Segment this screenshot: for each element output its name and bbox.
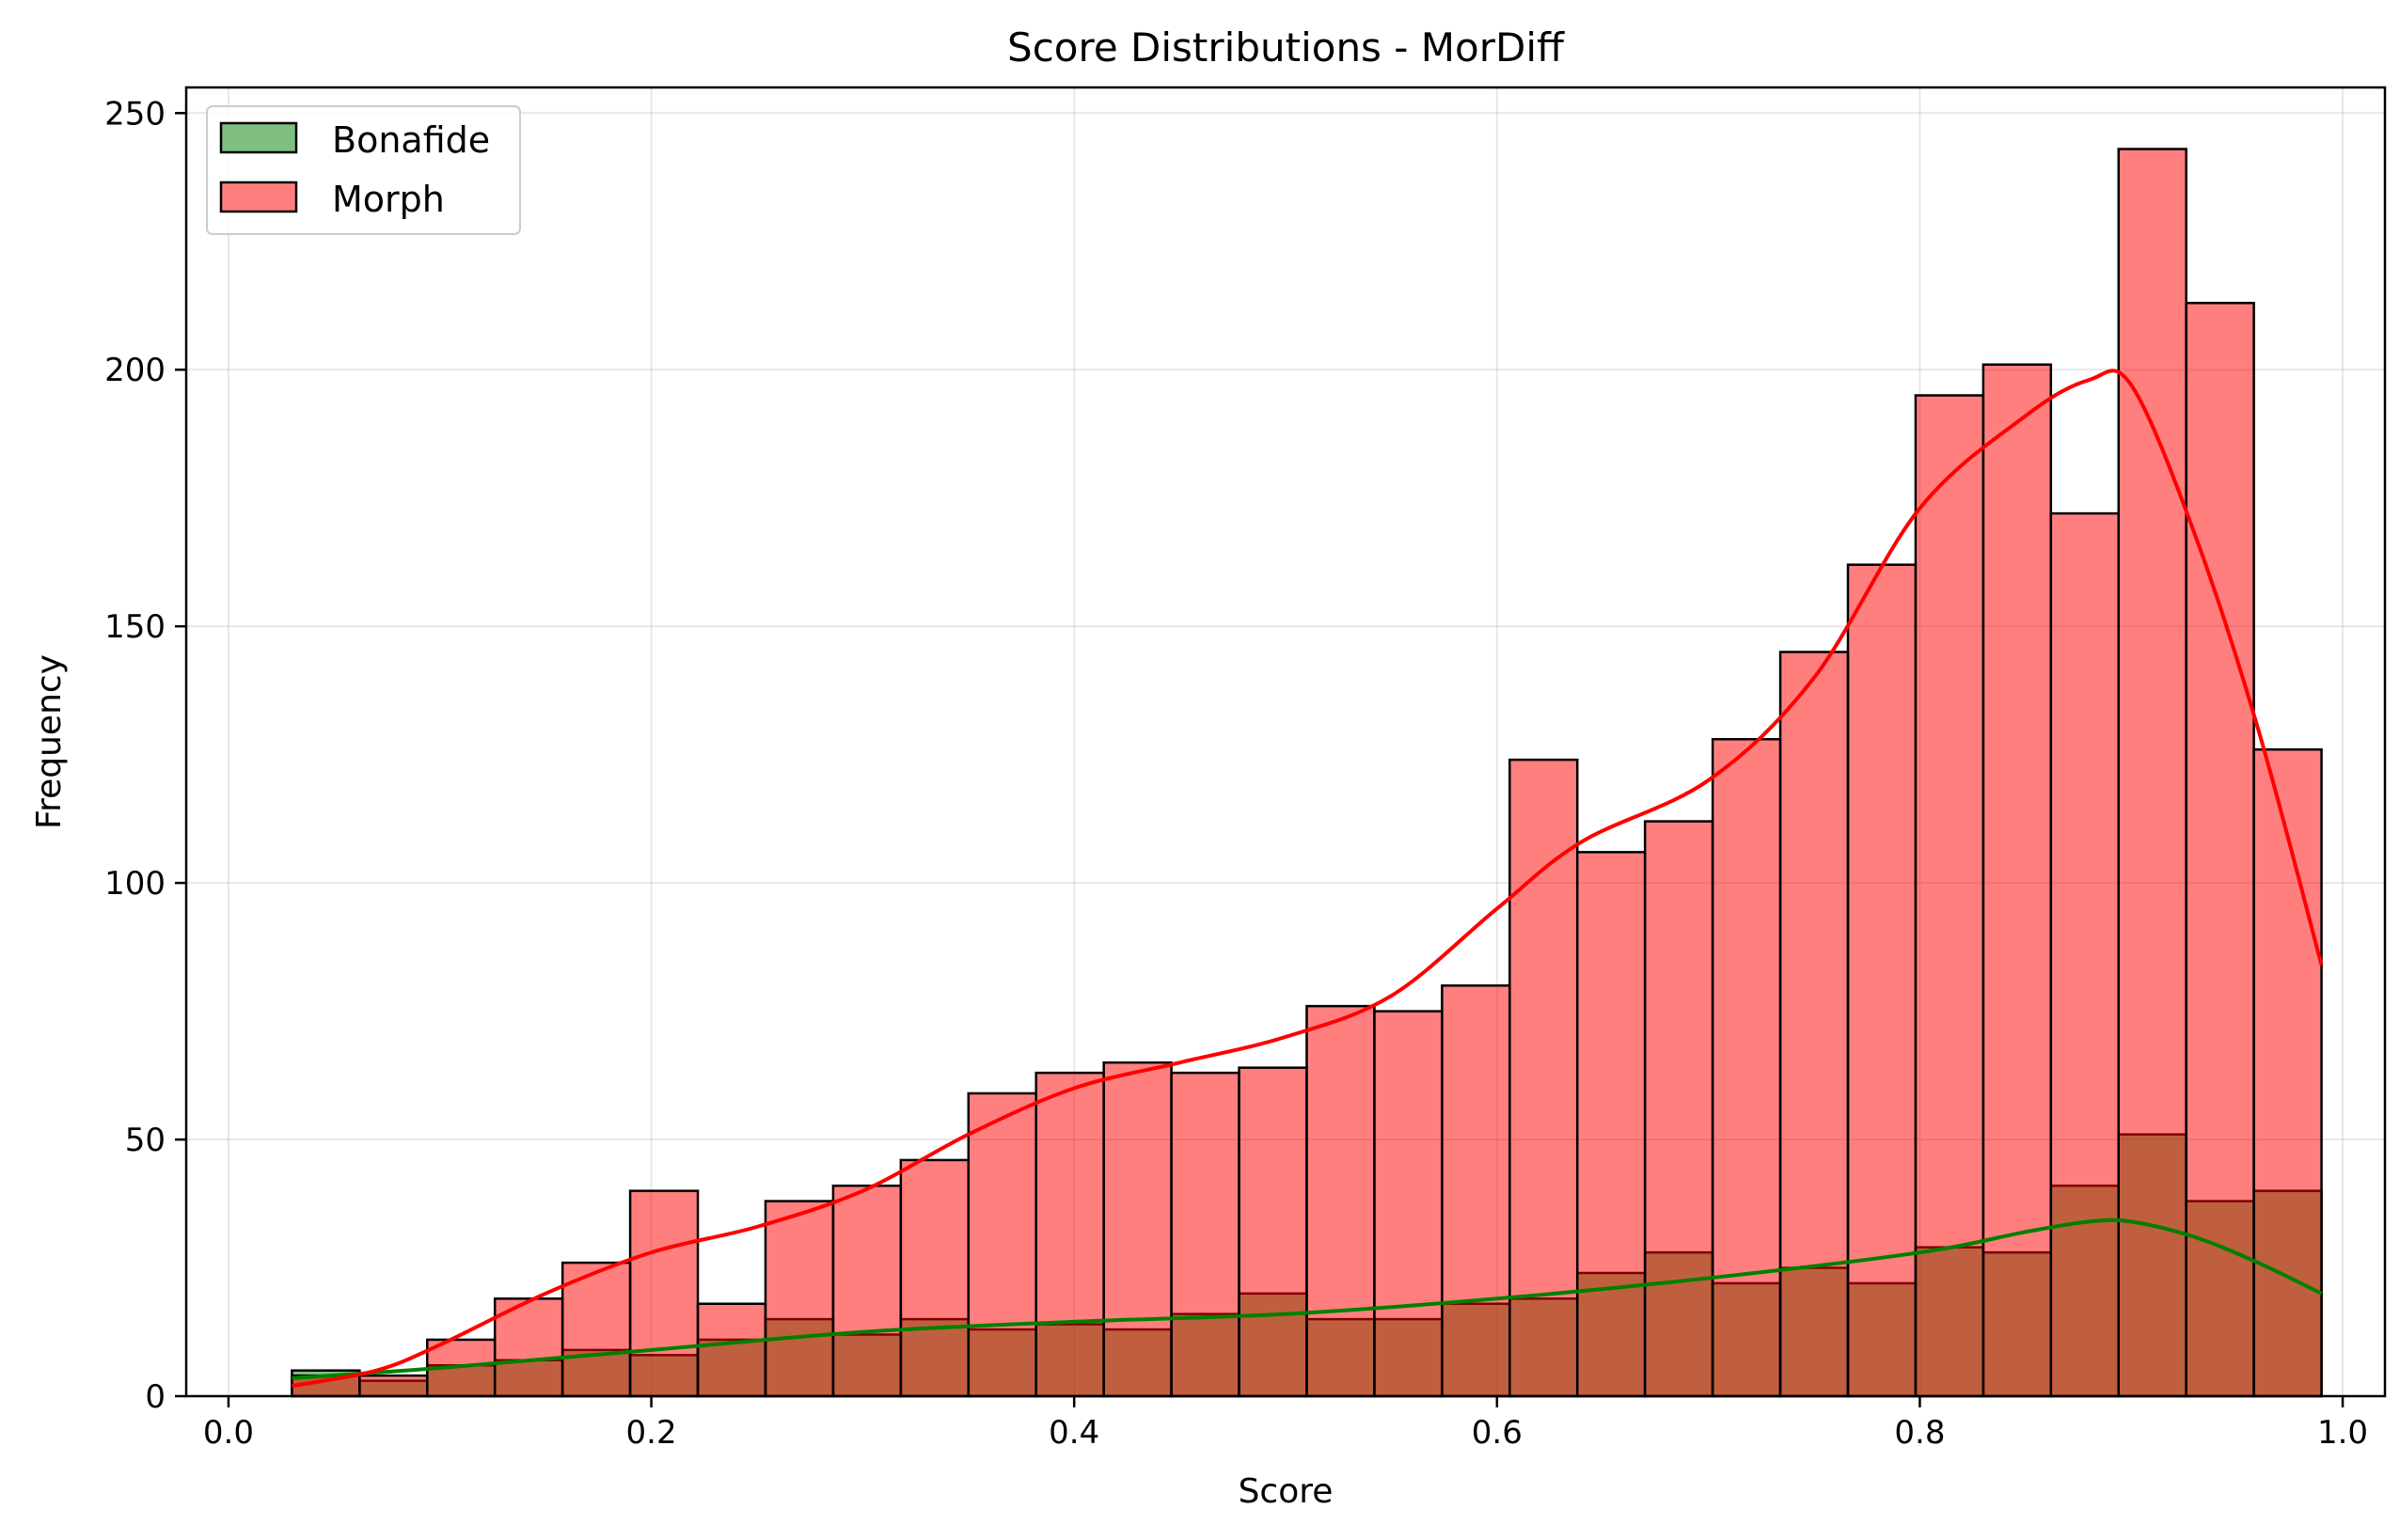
- morph-bar: [358, 1374, 429, 1398]
- legend: Bonafide Morph: [206, 105, 521, 235]
- y-tick-label: 150: [104, 608, 166, 646]
- morph-bar: [1034, 1071, 1105, 1398]
- y-tick-label: 0: [145, 1378, 166, 1416]
- morph-bar: [1508, 758, 1579, 1398]
- y-axis-ticks: 0 50 100 150 200 250: [104, 95, 186, 1416]
- morph-bar: [1170, 1071, 1240, 1398]
- morph-bar: [1575, 851, 1647, 1398]
- morph-bar: [1441, 984, 1511, 1398]
- y-tick-label: 100: [104, 865, 166, 903]
- morph-bars: [291, 148, 2323, 1398]
- morph-bar: [1914, 394, 1985, 1398]
- morph-bar: [1982, 363, 2053, 1398]
- morph-bar: [1102, 1061, 1173, 1398]
- morph-bar: [1643, 820, 1714, 1398]
- legend-swatch-bonafide: [219, 121, 298, 154]
- morph-kde-line: [292, 369, 2324, 1389]
- morph-bar: [764, 1200, 835, 1398]
- legend-label-morph: Morph: [332, 179, 445, 220]
- y-axis-label: Frequency: [30, 654, 69, 829]
- morph-bar: [2185, 302, 2255, 1398]
- morph-bar: [1373, 1010, 1444, 1398]
- morph-bar: [1238, 1066, 1308, 1398]
- morph-bar: [1305, 1004, 1376, 1398]
- x-axis-ticks: 0.0 0.2 0.4 0.6 0.8 1.0: [203, 1396, 2368, 1452]
- legend-swatch-morph: [219, 181, 298, 213]
- morph-bar: [628, 1189, 700, 1398]
- y-tick-label: 50: [125, 1122, 166, 1159]
- morph-bar: [2252, 747, 2323, 1398]
- x-tick-label: 0.4: [1049, 1414, 1099, 1452]
- legend-label-bonafide: Bonafide: [332, 119, 490, 161]
- x-tick-label: 0.8: [1894, 1414, 1945, 1452]
- x-tick-label: 0.2: [626, 1414, 677, 1452]
- y-tick-label: 250: [104, 95, 166, 133]
- bonafide-kde-line: [292, 1218, 2323, 1380]
- y-tick-label: 200: [104, 352, 166, 389]
- morph-bar: [561, 1261, 632, 1398]
- morph-bar: [2049, 511, 2120, 1398]
- morph-bar: [967, 1092, 1037, 1398]
- morph-bar: [1711, 738, 1782, 1398]
- morph-bar: [1846, 563, 1918, 1398]
- morph-bar: [696, 1302, 767, 1398]
- x-tick-label: 1.0: [2317, 1414, 2368, 1452]
- plot-frame: [184, 86, 2387, 1398]
- x-tick-label: 0.0: [203, 1414, 254, 1452]
- x-axis-label: Score: [1239, 1472, 1334, 1511]
- morph-bar: [1778, 651, 1850, 1398]
- morph-bar: [899, 1158, 971, 1398]
- morph-bar: [831, 1184, 903, 1398]
- chart-title: Score Distributions - MorDiff: [1007, 24, 1565, 71]
- morph-bar: [2117, 148, 2187, 1398]
- x-tick-label: 0.6: [1472, 1414, 1523, 1452]
